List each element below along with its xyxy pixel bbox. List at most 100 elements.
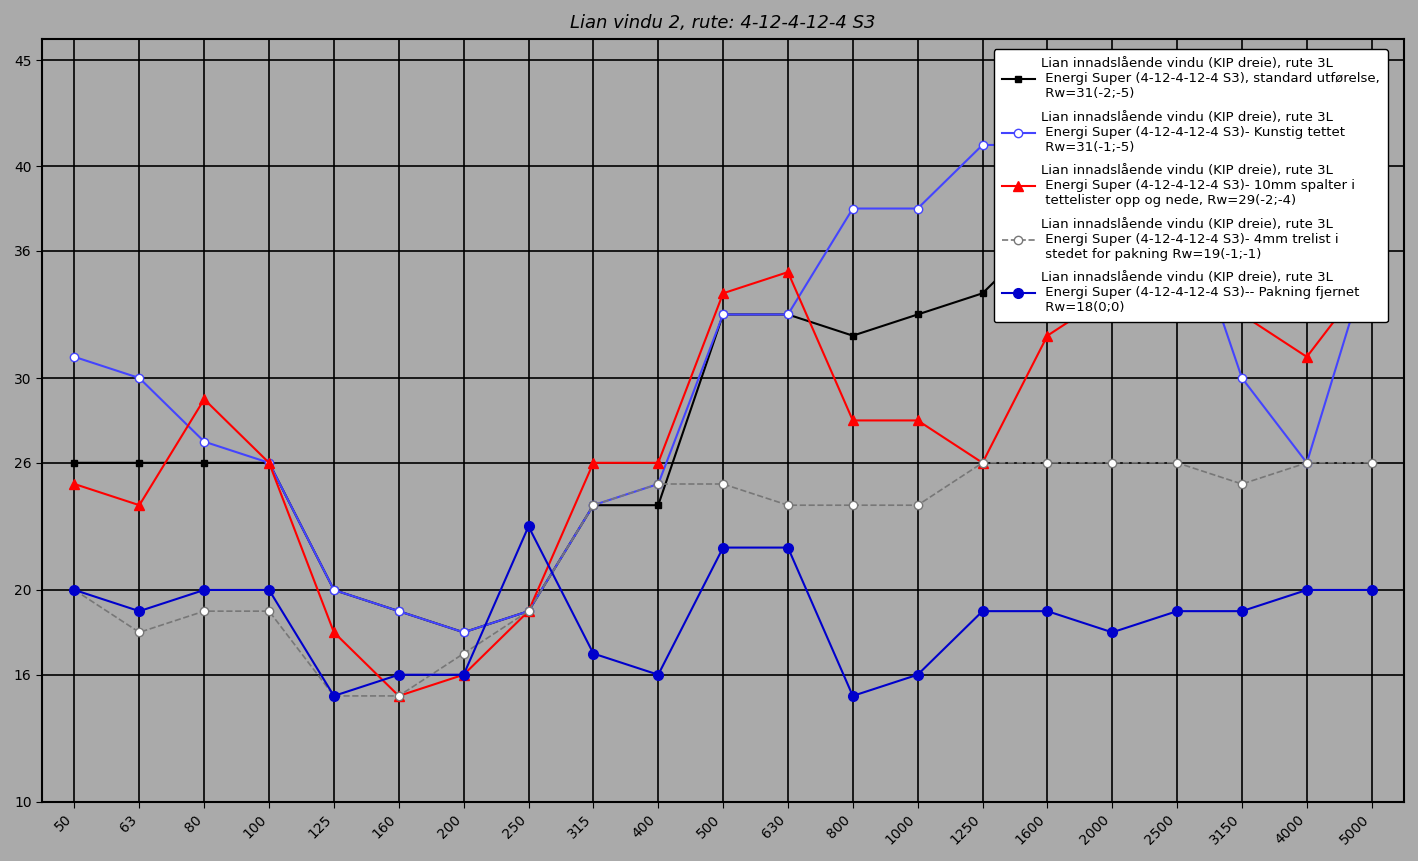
Lian innadslående vindu (KIP dreie), rute 3L
 Energi Super (4-12-4-12-4 S3)-- Pakning fjernet
 Rw=18(0;0) xyxy=(390,670,407,680)
Lian innadslående vindu (KIP dreie), rute 3L
 Energi Super (4-12-4-12-4 S3)- Kunstig tettet
 Rw=31(-1;-5) xyxy=(780,309,797,319)
Lian innadslående vindu (KIP dreie), rute 3L
 Energi Super (4-12-4-12-4 S3)- 4mm trelist i
 stedet for pakning Rw=19(-1;-1) xyxy=(1234,479,1251,489)
Lian innadslående vindu (KIP dreie), rute 3L
 Energi Super (4-12-4-12-4 S3), standard utførelse,
 Rw=31(-2;-5) xyxy=(1039,225,1056,235)
Lian innadslående vindu (KIP dreie), rute 3L
 Energi Super (4-12-4-12-4 S3)- 4mm trelist i
 stedet for pakning Rw=19(-1;-1) xyxy=(649,479,666,489)
Lian innadslående vindu (KIP dreie), rute 3L
 Energi Super (4-12-4-12-4 S3)-- Pakning fjernet
 Rw=18(0;0) xyxy=(67,585,84,595)
Lian innadslående vindu (KIP dreie), rute 3L
 Energi Super (4-12-4-12-4 S3), standard utførelse,
 Rw=31(-2;-5) xyxy=(261,458,278,468)
Lian innadslående vindu (KIP dreie), rute 3L
 Energi Super (4-12-4-12-4 S3), standard utførelse,
 Rw=31(-2;-5) xyxy=(715,309,732,319)
Lian innadslående vindu (KIP dreie), rute 3L
 Energi Super (4-12-4-12-4 S3)- 4mm trelist i
 stedet for pakning Rw=19(-1;-1) xyxy=(325,691,342,701)
Lian innadslående vindu (KIP dreie), rute 3L
 Energi Super (4-12-4-12-4 S3)- 10mm spalter i
 tettelister opp og nede, Rw=29(-2;-4) xyxy=(1363,267,1380,277)
Lian innadslående vindu (KIP dreie), rute 3L
 Energi Super (4-12-4-12-4 S3)- Kunstig tettet
 Rw=31(-1;-5) xyxy=(261,458,278,468)
Lian innadslående vindu (KIP dreie), rute 3L
 Energi Super (4-12-4-12-4 S3)-- Pakning fjernet
 Rw=18(0;0) xyxy=(1299,585,1316,595)
Lian innadslående vindu (KIP dreie), rute 3L
 Energi Super (4-12-4-12-4 S3)- 4mm trelist i
 stedet for pakning Rw=19(-1;-1) xyxy=(130,627,147,637)
Lian innadslående vindu (KIP dreie), rute 3L
 Energi Super (4-12-4-12-4 S3)- Kunstig tettet
 Rw=31(-1;-5) xyxy=(196,437,213,447)
Lian innadslående vindu (KIP dreie), rute 3L
 Energi Super (4-12-4-12-4 S3)-- Pakning fjernet
 Rw=18(0;0) xyxy=(715,542,732,553)
Lian innadslående vindu (KIP dreie), rute 3L
 Energi Super (4-12-4-12-4 S3)- Kunstig tettet
 Rw=31(-1;-5) xyxy=(1234,373,1251,383)
Lian innadslående vindu (KIP dreie), rute 3L
 Energi Super (4-12-4-12-4 S3), standard utførelse,
 Rw=31(-2;-5) xyxy=(390,606,407,616)
Lian innadslående vindu (KIP dreie), rute 3L
 Energi Super (4-12-4-12-4 S3)- 4mm trelist i
 stedet for pakning Rw=19(-1;-1) xyxy=(1363,458,1380,468)
Lian innadslående vindu (KIP dreie), rute 3L
 Energi Super (4-12-4-12-4 S3)- Kunstig tettet
 Rw=31(-1;-5) xyxy=(1363,245,1380,256)
Lian innadslående vindu (KIP dreie), rute 3L
 Energi Super (4-12-4-12-4 S3)-- Pakning fjernet
 Rw=18(0;0) xyxy=(196,585,213,595)
Lian innadslående vindu (KIP dreie), rute 3L
 Energi Super (4-12-4-12-4 S3)- 10mm spalter i
 tettelister opp og nede, Rw=29(-2;-4) xyxy=(455,670,472,680)
Lian innadslående vindu (KIP dreie), rute 3L
 Energi Super (4-12-4-12-4 S3)- Kunstig tettet
 Rw=31(-1;-5) xyxy=(130,373,147,383)
Lian innadslående vindu (KIP dreie), rute 3L
 Energi Super (4-12-4-12-4 S3), standard utførelse,
 Rw=31(-2;-5) xyxy=(1103,203,1120,214)
Lian innadslående vindu (KIP dreie), rute 3L
 Energi Super (4-12-4-12-4 S3)- 10mm spalter i
 tettelister opp og nede, Rw=29(-2;-4) xyxy=(1103,288,1120,299)
Lian innadslående vindu (KIP dreie), rute 3L
 Energi Super (4-12-4-12-4 S3)- Kunstig tettet
 Rw=31(-1;-5) xyxy=(325,585,342,595)
Lian innadslående vindu (KIP dreie), rute 3L
 Energi Super (4-12-4-12-4 S3)- Kunstig tettet
 Rw=31(-1;-5) xyxy=(649,479,666,489)
Lian innadslående vindu (KIP dreie), rute 3L
 Energi Super (4-12-4-12-4 S3)- 4mm trelist i
 stedet for pakning Rw=19(-1;-1) xyxy=(67,585,84,595)
Lian innadslående vindu (KIP dreie), rute 3L
 Energi Super (4-12-4-12-4 S3)-- Pakning fjernet
 Rw=18(0;0) xyxy=(325,691,342,701)
Title: Lian vindu 2, rute: 4-12-4-12-4 S3: Lian vindu 2, rute: 4-12-4-12-4 S3 xyxy=(570,14,876,32)
Lian innadslående vindu (KIP dreie), rute 3L
 Energi Super (4-12-4-12-4 S3)- 4mm trelist i
 stedet for pakning Rw=19(-1;-1) xyxy=(909,500,926,511)
Lian innadslående vindu (KIP dreie), rute 3L
 Energi Super (4-12-4-12-4 S3)-- Pakning fjernet
 Rw=18(0;0) xyxy=(455,670,472,680)
Lian innadslående vindu (KIP dreie), rute 3L
 Energi Super (4-12-4-12-4 S3)-- Pakning fjernet
 Rw=18(0;0) xyxy=(1168,606,1185,616)
Lian innadslående vindu (KIP dreie), rute 3L
 Energi Super (4-12-4-12-4 S3), standard utførelse,
 Rw=31(-2;-5) xyxy=(67,458,84,468)
Lian innadslående vindu (KIP dreie), rute 3L
 Energi Super (4-12-4-12-4 S3)- Kunstig tettet
 Rw=31(-1;-5) xyxy=(715,309,732,319)
Lian innadslående vindu (KIP dreie), rute 3L
 Energi Super (4-12-4-12-4 S3)- 4mm trelist i
 stedet for pakning Rw=19(-1;-1) xyxy=(196,606,213,616)
Line: Lian innadslående vindu (KIP dreie), rute 3L
 Energi Super (4-12-4-12-4 S3)- 10mm spalter i
 tettelister opp og nede, Rw=29(-2;-4): Lian innadslående vindu (KIP dreie), rut… xyxy=(69,267,1377,701)
Lian innadslående vindu (KIP dreie), rute 3L
 Energi Super (4-12-4-12-4 S3)- 4mm trelist i
 stedet for pakning Rw=19(-1;-1) xyxy=(1039,458,1056,468)
Lian innadslående vindu (KIP dreie), rute 3L
 Energi Super (4-12-4-12-4 S3), standard utførelse,
 Rw=31(-2;-5) xyxy=(780,309,797,319)
Line: Lian innadslående vindu (KIP dreie), rute 3L
 Energi Super (4-12-4-12-4 S3)- Kunstig tettet
 Rw=31(-1;-5): Lian innadslående vindu (KIP dreie), rut… xyxy=(71,141,1375,636)
Lian innadslående vindu (KIP dreie), rute 3L
 Energi Super (4-12-4-12-4 S3)- 10mm spalter i
 tettelister opp og nede, Rw=29(-2;-4) xyxy=(130,500,147,511)
Lian innadslående vindu (KIP dreie), rute 3L
 Energi Super (4-12-4-12-4 S3)- Kunstig tettet
 Rw=31(-1;-5) xyxy=(67,351,84,362)
Lian innadslående vindu (KIP dreie), rute 3L
 Energi Super (4-12-4-12-4 S3), standard utførelse,
 Rw=31(-2;-5) xyxy=(584,500,601,511)
Lian innadslående vindu (KIP dreie), rute 3L
 Energi Super (4-12-4-12-4 S3)- Kunstig tettet
 Rw=31(-1;-5) xyxy=(909,203,926,214)
Lian innadslående vindu (KIP dreie), rute 3L
 Energi Super (4-12-4-12-4 S3)- Kunstig tettet
 Rw=31(-1;-5) xyxy=(584,500,601,511)
Lian innadslående vindu (KIP dreie), rute 3L
 Energi Super (4-12-4-12-4 S3), standard utførelse,
 Rw=31(-2;-5) xyxy=(974,288,991,299)
Lian innadslående vindu (KIP dreie), rute 3L
 Energi Super (4-12-4-12-4 S3)-- Pakning fjernet
 Rw=18(0;0) xyxy=(1234,606,1251,616)
Lian innadslående vindu (KIP dreie), rute 3L
 Energi Super (4-12-4-12-4 S3)- Kunstig tettet
 Rw=31(-1;-5) xyxy=(974,139,991,150)
Lian innadslående vindu (KIP dreie), rute 3L
 Energi Super (4-12-4-12-4 S3), standard utførelse,
 Rw=31(-2;-5) xyxy=(130,458,147,468)
Lian innadslående vindu (KIP dreie), rute 3L
 Energi Super (4-12-4-12-4 S3), standard utførelse,
 Rw=31(-2;-5) xyxy=(520,606,537,616)
Lian innadslående vindu (KIP dreie), rute 3L
 Energi Super (4-12-4-12-4 S3), standard utførelse,
 Rw=31(-2;-5) xyxy=(1168,203,1185,214)
Lian innadslående vindu (KIP dreie), rute 3L
 Energi Super (4-12-4-12-4 S3)- 10mm spalter i
 tettelister opp og nede, Rw=29(-2;-4) xyxy=(780,267,797,277)
Lian innadslående vindu (KIP dreie), rute 3L
 Energi Super (4-12-4-12-4 S3)- 10mm spalter i
 tettelister opp og nede, Rw=29(-2;-4) xyxy=(390,691,407,701)
Lian innadslående vindu (KIP dreie), rute 3L
 Energi Super (4-12-4-12-4 S3), standard utførelse,
 Rw=31(-2;-5) xyxy=(1363,245,1380,256)
Lian innadslående vindu (KIP dreie), rute 3L
 Energi Super (4-12-4-12-4 S3), standard utførelse,
 Rw=31(-2;-5) xyxy=(649,500,666,511)
Lian innadslående vindu (KIP dreie), rute 3L
 Energi Super (4-12-4-12-4 S3)- 10mm spalter i
 tettelister opp og nede, Rw=29(-2;-4) xyxy=(67,479,84,489)
Lian innadslående vindu (KIP dreie), rute 3L
 Energi Super (4-12-4-12-4 S3)-- Pakning fjernet
 Rw=18(0;0) xyxy=(520,521,537,531)
Lian innadslående vindu (KIP dreie), rute 3L
 Energi Super (4-12-4-12-4 S3)- 4mm trelist i
 stedet for pakning Rw=19(-1;-1) xyxy=(390,691,407,701)
Lian innadslående vindu (KIP dreie), rute 3L
 Energi Super (4-12-4-12-4 S3)- Kunstig tettet
 Rw=31(-1;-5) xyxy=(1039,139,1056,150)
Legend: Lian innadslående vindu (KIP dreie), rute 3L
 Energi Super (4-12-4-12-4 S3), sta: Lian innadslående vindu (KIP dreie), rut… xyxy=(994,49,1388,322)
Line: Lian innadslående vindu (KIP dreie), rute 3L
 Energi Super (4-12-4-12-4 S3), standard utførelse,
 Rw=31(-2;-5): Lian innadslående vindu (KIP dreie), rut… xyxy=(71,205,1375,635)
Lian innadslående vindu (KIP dreie), rute 3L
 Energi Super (4-12-4-12-4 S3)-- Pakning fjernet
 Rw=18(0;0) xyxy=(1103,627,1120,637)
Lian innadslående vindu (KIP dreie), rute 3L
 Energi Super (4-12-4-12-4 S3)- 10mm spalter i
 tettelister opp og nede, Rw=29(-2;-4) xyxy=(1039,331,1056,341)
Lian innadslående vindu (KIP dreie), rute 3L
 Energi Super (4-12-4-12-4 S3)-- Pakning fjernet
 Rw=18(0;0) xyxy=(261,585,278,595)
Lian innadslående vindu (KIP dreie), rute 3L
 Energi Super (4-12-4-12-4 S3)- 4mm trelist i
 stedet for pakning Rw=19(-1;-1) xyxy=(1299,458,1316,468)
Lian innadslående vindu (KIP dreie), rute 3L
 Energi Super (4-12-4-12-4 S3)- 10mm spalter i
 tettelister opp og nede, Rw=29(-2;-4) xyxy=(261,458,278,468)
Lian innadslående vindu (KIP dreie), rute 3L
 Energi Super (4-12-4-12-4 S3)- 10mm spalter i
 tettelister opp og nede, Rw=29(-2;-4) xyxy=(909,415,926,425)
Lian innadslående vindu (KIP dreie), rute 3L
 Energi Super (4-12-4-12-4 S3)- Kunstig tettet
 Rw=31(-1;-5) xyxy=(1299,458,1316,468)
Line: Lian innadslående vindu (KIP dreie), rute 3L
 Energi Super (4-12-4-12-4 S3)- 4mm trelist i
 stedet for pakning Rw=19(-1;-1): Lian innadslående vindu (KIP dreie), rut… xyxy=(71,459,1375,700)
Lian innadslående vindu (KIP dreie), rute 3L
 Energi Super (4-12-4-12-4 S3)- 4mm trelist i
 stedet for pakning Rw=19(-1;-1) xyxy=(1168,458,1185,468)
Lian innadslående vindu (KIP dreie), rute 3L
 Energi Super (4-12-4-12-4 S3)- 4mm trelist i
 stedet for pakning Rw=19(-1;-1) xyxy=(780,500,797,511)
Lian innadslående vindu (KIP dreie), rute 3L
 Energi Super (4-12-4-12-4 S3)-- Pakning fjernet
 Rw=18(0;0) xyxy=(649,670,666,680)
Lian innadslående vindu (KIP dreie), rute 3L
 Energi Super (4-12-4-12-4 S3)- Kunstig tettet
 Rw=31(-1;-5) xyxy=(520,606,537,616)
Lian innadslående vindu (KIP dreie), rute 3L
 Energi Super (4-12-4-12-4 S3)-- Pakning fjernet
 Rw=18(0;0) xyxy=(584,648,601,659)
Lian innadslående vindu (KIP dreie), rute 3L
 Energi Super (4-12-4-12-4 S3)- 4mm trelist i
 stedet for pakning Rw=19(-1;-1) xyxy=(974,458,991,468)
Lian innadslående vindu (KIP dreie), rute 3L
 Energi Super (4-12-4-12-4 S3)- 10mm spalter i
 tettelister opp og nede, Rw=29(-2;-4) xyxy=(1168,288,1185,299)
Lian innadslående vindu (KIP dreie), rute 3L
 Energi Super (4-12-4-12-4 S3)- 10mm spalter i
 tettelister opp og nede, Rw=29(-2;-4) xyxy=(1234,309,1251,319)
Lian innadslående vindu (KIP dreie), rute 3L
 Energi Super (4-12-4-12-4 S3)- 10mm spalter i
 tettelister opp og nede, Rw=29(-2;-4) xyxy=(325,627,342,637)
Lian innadslående vindu (KIP dreie), rute 3L
 Energi Super (4-12-4-12-4 S3)- 10mm spalter i
 tettelister opp og nede, Rw=29(-2;-4) xyxy=(974,458,991,468)
Lian innadslående vindu (KIP dreie), rute 3L
 Energi Super (4-12-4-12-4 S3)- 10mm spalter i
 tettelister opp og nede, Rw=29(-2;-4) xyxy=(715,288,732,299)
Lian innadslående vindu (KIP dreie), rute 3L
 Energi Super (4-12-4-12-4 S3)- 4mm trelist i
 stedet for pakning Rw=19(-1;-1) xyxy=(520,606,537,616)
Lian innadslående vindu (KIP dreie), rute 3L
 Energi Super (4-12-4-12-4 S3)- 4mm trelist i
 stedet for pakning Rw=19(-1;-1) xyxy=(455,648,472,659)
Lian innadslående vindu (KIP dreie), rute 3L
 Energi Super (4-12-4-12-4 S3), standard utførelse,
 Rw=31(-2;-5) xyxy=(1299,267,1316,277)
Lian innadslående vindu (KIP dreie), rute 3L
 Energi Super (4-12-4-12-4 S3), standard utførelse,
 Rw=31(-2;-5) xyxy=(909,309,926,319)
Lian innadslående vindu (KIP dreie), rute 3L
 Energi Super (4-12-4-12-4 S3), standard utførelse,
 Rw=31(-2;-5) xyxy=(844,331,861,341)
Lian innadslående vindu (KIP dreie), rute 3L
 Energi Super (4-12-4-12-4 S3)-- Pakning fjernet
 Rw=18(0;0) xyxy=(844,691,861,701)
Lian innadslående vindu (KIP dreie), rute 3L
 Energi Super (4-12-4-12-4 S3)- Kunstig tettet
 Rw=31(-1;-5) xyxy=(1103,139,1120,150)
Lian innadslående vindu (KIP dreie), rute 3L
 Energi Super (4-12-4-12-4 S3)- 10mm spalter i
 tettelister opp og nede, Rw=29(-2;-4) xyxy=(649,458,666,468)
Lian innadslående vindu (KIP dreie), rute 3L
 Energi Super (4-12-4-12-4 S3)-- Pakning fjernet
 Rw=18(0;0) xyxy=(974,606,991,616)
Lian innadslående vindu (KIP dreie), rute 3L
 Energi Super (4-12-4-12-4 S3)- 10mm spalter i
 tettelister opp og nede, Rw=29(-2;-4) xyxy=(1299,351,1316,362)
Lian innadslående vindu (KIP dreie), rute 3L
 Energi Super (4-12-4-12-4 S3)- 4mm trelist i
 stedet for pakning Rw=19(-1;-1) xyxy=(261,606,278,616)
Lian innadslående vindu (KIP dreie), rute 3L
 Energi Super (4-12-4-12-4 S3)-- Pakning fjernet
 Rw=18(0;0) xyxy=(130,606,147,616)
Lian innadslående vindu (KIP dreie), rute 3L
 Energi Super (4-12-4-12-4 S3)-- Pakning fjernet
 Rw=18(0;0) xyxy=(1039,606,1056,616)
Lian innadslående vindu (KIP dreie), rute 3L
 Energi Super (4-12-4-12-4 S3)- 4mm trelist i
 stedet for pakning Rw=19(-1;-1) xyxy=(1103,458,1120,468)
Lian innadslående vindu (KIP dreie), rute 3L
 Energi Super (4-12-4-12-4 S3), standard utførelse,
 Rw=31(-2;-5) xyxy=(196,458,213,468)
Lian innadslående vindu (KIP dreie), rute 3L
 Energi Super (4-12-4-12-4 S3), standard utførelse,
 Rw=31(-2;-5) xyxy=(325,585,342,595)
Lian innadslående vindu (KIP dreie), rute 3L
 Energi Super (4-12-4-12-4 S3)- 4mm trelist i
 stedet for pakning Rw=19(-1;-1) xyxy=(844,500,861,511)
Line: Lian innadslående vindu (KIP dreie), rute 3L
 Energi Super (4-12-4-12-4 S3)-- Pakning fjernet
 Rw=18(0;0): Lian innadslående vindu (KIP dreie), rut… xyxy=(69,522,1377,701)
Lian innadslående vindu (KIP dreie), rute 3L
 Energi Super (4-12-4-12-4 S3)-- Pakning fjernet
 Rw=18(0;0) xyxy=(780,542,797,553)
Lian innadslående vindu (KIP dreie), rute 3L
 Energi Super (4-12-4-12-4 S3)- 4mm trelist i
 stedet for pakning Rw=19(-1;-1) xyxy=(715,479,732,489)
Lian innadslående vindu (KIP dreie), rute 3L
 Energi Super (4-12-4-12-4 S3)- 10mm spalter i
 tettelister opp og nede, Rw=29(-2;-4) xyxy=(844,415,861,425)
